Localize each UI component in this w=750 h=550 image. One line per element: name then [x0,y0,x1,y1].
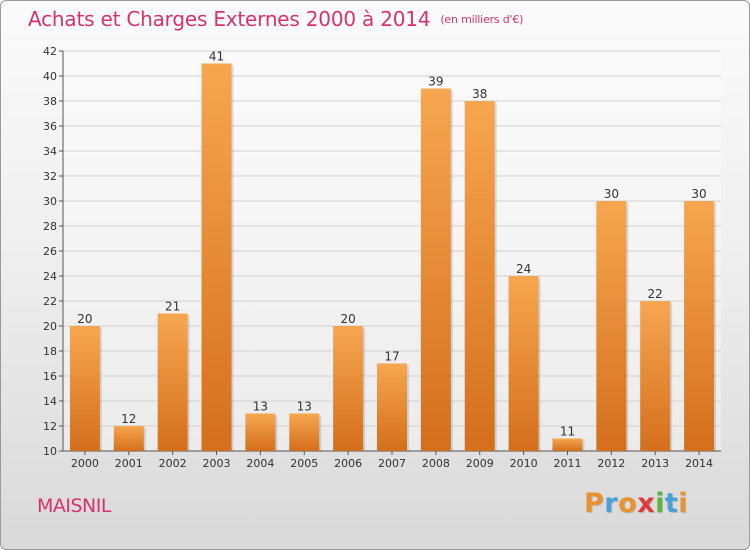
data-label: 13 [297,400,312,414]
data-label: 11 [560,425,575,439]
x-tick-label: 2010 [510,457,538,470]
y-tick-label: 42 [43,45,57,58]
bar [333,326,364,451]
x-tick-label: 2004 [246,457,274,470]
logo-letter: i [655,488,665,519]
x-tick-label: 2002 [159,457,187,470]
x-tick-label: 2014 [685,457,713,470]
y-tick-label: 10 [43,445,57,458]
data-label: 39 [428,75,443,89]
data-label: 21 [165,300,180,314]
y-tick-label: 14 [43,395,57,408]
bar [420,88,451,451]
data-label: 17 [384,350,399,364]
y-tick-label: 40 [43,70,57,83]
x-tick-label: 2013 [641,457,669,470]
logo-letter: x [637,488,656,519]
y-tick-label: 34 [43,145,57,158]
y-tick-label: 26 [43,245,57,258]
logo-letter: o [618,488,638,519]
data-label: 22 [648,287,663,301]
x-tick-label: 2005 [290,457,318,470]
logo-letter: P [584,488,605,519]
commune-name: MAISNIL [37,495,111,517]
bar [289,413,320,451]
data-label: 12 [121,412,136,426]
data-label: 30 [691,187,706,201]
y-tick-label: 24 [43,270,57,283]
y-tick-label: 36 [43,120,57,133]
bar [596,201,627,451]
bar [640,301,671,451]
x-tick-label: 2012 [597,457,625,470]
y-tick-label: 32 [43,170,57,183]
y-tick-label: 12 [43,420,57,433]
data-label: 38 [472,87,487,101]
y-tick-label: 30 [43,195,57,208]
bar [157,313,188,451]
bar [552,438,583,451]
logo-letter: r [604,488,619,519]
bar [464,101,495,451]
data-label: 41 [209,50,224,64]
bar [245,413,276,451]
y-tick-label: 16 [43,370,57,383]
data-label: 24 [516,262,531,276]
y-tick-label: 22 [43,295,57,308]
bar [69,326,100,451]
bar [113,426,144,451]
x-tick-label: 2001 [115,457,143,470]
data-label: 30 [604,187,619,201]
y-tick-label: 38 [43,95,57,108]
x-tick-label: 2011 [553,457,581,470]
x-tick-label: 2009 [466,457,494,470]
chart-title: Achats et Charges Externes 2000 à 2014 (e… [28,7,523,31]
chart-title-text: Achats et Charges Externes 2000 à 2014 [28,7,431,31]
proxiti-logo: Proxiti [584,488,688,519]
y-tick-label: 28 [43,220,57,233]
bar [377,363,407,451]
x-tick-label: 2008 [422,457,450,470]
x-tick-label: 2000 [71,457,99,470]
x-tick-label: 2003 [203,457,231,470]
bar [508,276,539,451]
y-tick-label: 18 [43,345,57,358]
logo-letter: t [664,488,679,519]
logo-letter: i [678,488,689,519]
chart-unit-label: (en milliers d'€) [440,13,524,26]
data-label: 13 [253,400,268,414]
x-tick-label: 2006 [334,457,362,470]
bar [201,63,232,451]
bar [684,201,715,451]
x-tick-label: 2007 [378,457,406,470]
data-label: 20 [77,312,92,326]
data-label: 20 [340,312,355,326]
y-tick-label: 20 [43,320,57,333]
